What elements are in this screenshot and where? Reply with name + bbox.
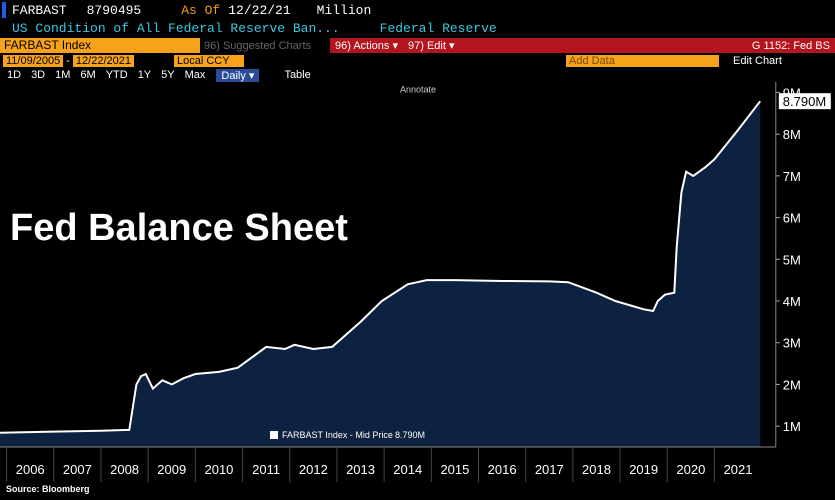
y-tick-label: 4M: [783, 294, 801, 309]
x-tick-label: 2012: [299, 462, 328, 477]
range-button[interactable]: 1Y: [137, 69, 152, 81]
last-value-label: 8.790M: [783, 94, 826, 109]
date-row: 11/09/2005 - 12/22/2021 Local CCY Add Da…: [0, 54, 835, 68]
y-tick-label: 6M: [783, 211, 801, 226]
x-tick-label: 2018: [582, 462, 611, 477]
start-date[interactable]: 11/09/2005: [3, 55, 64, 67]
actions[interactable]: 96) Actions ▾: [335, 40, 398, 52]
range-button[interactable]: 1D: [7, 69, 22, 81]
legend-value: 8.790M: [395, 430, 425, 440]
x-tick-label: 2007: [63, 462, 92, 477]
end-date[interactable]: 12/22/2021: [72, 55, 134, 67]
edit[interactable]: 97) Edit ▾: [408, 40, 455, 52]
range-button[interactable]: 3D: [31, 69, 46, 81]
x-tick-label: 2020: [676, 462, 705, 477]
range-button[interactable]: 6M: [80, 69, 96, 81]
command-row: FARBAST Index 96) Suggested Charts 96) A…: [0, 37, 835, 54]
last: 8790495: [86, 2, 142, 18]
as-of-label: As Of: [181, 2, 221, 18]
ticker: FARBAST: [12, 2, 67, 18]
last-value-box: [778, 93, 831, 110]
legend-swatch: [270, 431, 278, 439]
y-tick-label: 2M: [783, 377, 801, 392]
source-name: Federal Reserve: [379, 21, 497, 36]
security-input[interactable]: FARBAST Index: [0, 38, 200, 53]
range-button[interactable]: YTD: [105, 69, 128, 81]
legend-label: FARBAST Index - Mid Price: [282, 430, 393, 440]
y-tick-label: 3M: [783, 336, 801, 351]
range-row: 1D 3D 1M 6M YTD 1Y 5Y Max Daily ▾ Table: [0, 68, 835, 82]
x-tick-label: 2016: [488, 462, 517, 477]
x-tick-label: 2019: [629, 462, 658, 477]
x-tick-label: 2011: [252, 462, 280, 477]
range-button[interactable]: Max: [184, 69, 206, 81]
y-tick-label: 1M: [783, 419, 801, 434]
x-tick-label: 2015: [440, 462, 469, 477]
marker: [2, 2, 6, 18]
description: US Condition of All Federal Reserve Ban.…: [12, 21, 340, 36]
page: G 1152: Fed BS: [751, 39, 830, 52]
x-tick-label: 2017: [535, 462, 564, 477]
menu-bar: 96) Actions ▾ 97) Edit ▾ G 1152: Fed BS: [330, 38, 835, 53]
range-button[interactable]: 1M: [55, 69, 71, 81]
as-of: 12/22/21: [228, 2, 291, 18]
chart: Annotate Fed Balance Sheet Source: Bloom…: [0, 82, 835, 500]
x-tick-label: 2010: [204, 462, 233, 477]
currency[interactable]: Local CCY: [173, 55, 244, 67]
source: Source: Bloomberg: [6, 484, 90, 494]
x-tick-label: 2014: [393, 462, 422, 477]
annotate[interactable]: Annotate: [400, 84, 436, 94]
period[interactable]: Daily ▾: [216, 68, 260, 82]
x-tick-label: 2009: [157, 462, 186, 477]
suggested[interactable]: 96) Suggested Charts: [204, 39, 312, 52]
line: [0, 100, 761, 434]
edit-chart[interactable]: Edit Chart: [732, 55, 782, 67]
units: Million: [316, 2, 372, 18]
desc-row: US Condition of All Federal Reserve Ban.…: [0, 20, 835, 37]
x-tick-label: 2008: [110, 462, 139, 477]
header-row: FARBAST 8790495 As Of 12/22/21 Million: [0, 0, 835, 20]
x-tick-label: 2006: [16, 462, 45, 477]
add-data[interactable]: Add Data: [565, 55, 719, 67]
y-tick-label: 8M: [783, 127, 801, 142]
area: [0, 101, 761, 447]
y-tick-label: 5M: [783, 252, 801, 267]
table[interactable]: Table: [284, 69, 311, 81]
x-tick-label: 2013: [346, 462, 375, 477]
dash: -: [66, 55, 70, 67]
x-tick-label: 2021: [724, 462, 753, 477]
annotation: Fed Balance Sheet: [10, 207, 348, 249]
range-button[interactable]: 5Y: [161, 69, 175, 81]
y-tick-label: 7M: [783, 169, 801, 184]
